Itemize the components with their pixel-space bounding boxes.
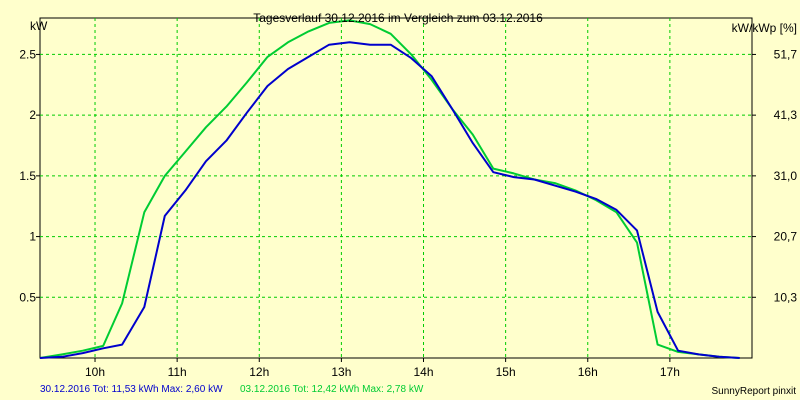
x-tick-label: 17h — [660, 365, 680, 379]
x-tick-label: 11h — [168, 365, 187, 379]
x-tick-label: 13h — [331, 365, 351, 379]
x-tick-label: 14h — [413, 365, 433, 379]
x-tick-label: 12h — [249, 365, 269, 379]
footer-series1-text: 30.12.2016 Tot: 11,53 kWh Max: 2,60 kW — [40, 384, 223, 395]
y-tick-label: 2 — [29, 108, 36, 122]
x-tick-label: 15h — [496, 365, 516, 379]
y2-tick-label: 51,7 — [774, 47, 798, 61]
grid — [40, 18, 752, 358]
footer-series2-text: 03.12.2016 Tot: 12,42 kWh Max: 2,78 kW — [240, 384, 424, 395]
y-tick-label: 1 — [29, 230, 36, 244]
y2-tick-label: 20,7 — [774, 230, 798, 244]
y-tick-label: 0.5 — [19, 290, 36, 304]
footer-credit: SunnyReport pinxit — [712, 386, 797, 397]
series-line-30.12.2016 — [39, 41, 740, 359]
series-line-03.12.2016 — [39, 19, 740, 359]
y2-tick-label: 10,3 — [774, 290, 798, 304]
y-tick-label: 1.5 — [19, 169, 36, 183]
y2-tick-label: 41,3 — [774, 108, 798, 122]
chart-title: Tagesverlauf 30.12.2016 im Vergleich zum… — [253, 11, 543, 25]
ticks-group: 10h 11h 12h 13h 14h 15h 16h 17h 0.5 10,3 1 20,7 1.5 3… — [19, 47, 797, 379]
x-tick-label: 10h — [85, 365, 105, 379]
y-axis-left-label: kW — [30, 19, 48, 33]
x-tick-label: 16h — [578, 365, 598, 379]
series-group — [39, 19, 740, 359]
y2-tick-label: 31,0 — [774, 169, 798, 183]
y-axis-right-label: kW/kWp [%] — [732, 21, 797, 35]
plot-background — [39, 17, 753, 359]
y-tick-label: 2.5 — [19, 47, 36, 61]
